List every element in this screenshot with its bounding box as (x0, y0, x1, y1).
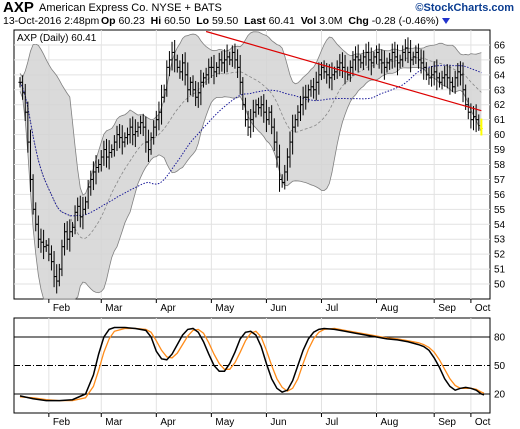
trendline (205, 30, 482, 112)
price-x-tick-label: Jul (325, 303, 338, 314)
trendline-line (205, 30, 482, 112)
indicator-x-tick-label: Feb (53, 417, 71, 428)
price-y-tick-label: 52 (494, 250, 506, 261)
brand-text: ©StockCharts.com (415, 2, 514, 14)
price-y-tick-label: 56 (494, 190, 506, 201)
chg-value: -0.28 (-0.46%) (371, 15, 439, 27)
price-y-tick-label: 65 (494, 55, 506, 66)
low-value: 59.50 (211, 15, 239, 27)
last-value: 60.41 (268, 15, 295, 27)
price-y-tick-label: 63 (494, 85, 506, 96)
price-y-tick-label: 66 (494, 40, 506, 51)
indicator-x-tick-label: Aug (381, 417, 399, 428)
high-label: Hi (150, 15, 162, 27)
price-y-tick-label: 60 (494, 130, 506, 141)
price-x-tick-label: May (215, 303, 234, 314)
legend-text: AXP (Daily) 60.41 (17, 33, 97, 44)
legend-box (15, 31, 101, 44)
indicator-x-tick-label: Jun (270, 417, 286, 428)
indicator-x-tick-label: Jul (325, 417, 338, 428)
indicator-x-axis: Feb Mar Apr May Jun Jul Aug Sep Oct (48, 413, 491, 428)
price-y-tick-label: 64 (494, 70, 506, 81)
sma-dotted-line (19, 64, 482, 217)
vol-label: Vol (300, 15, 317, 27)
last-label: Last (244, 15, 266, 27)
indicator-lines (19, 326, 485, 402)
price-y-tick-label: 57 (494, 175, 506, 186)
sma-dashed-line (19, 57, 482, 239)
indicator-x-tick-label: Oct (475, 417, 491, 428)
price-y-tick-label: 54 (494, 220, 506, 231)
indicator-x-tick-label: Sep (438, 417, 456, 428)
price-y-tick-label: 58 (494, 160, 506, 171)
indicator-y-tick-label: 20 (494, 390, 506, 401)
vol-value: 3.0M (319, 15, 343, 27)
bollinger-fill (20, 31, 482, 300)
price-y-tick-label: 55 (494, 205, 506, 216)
chg-label: Chg (348, 15, 369, 27)
price-x-axis: Feb Mar Apr May Jun Jul Aug Sep Oct (48, 299, 491, 314)
percent-k-line (19, 326, 485, 402)
price-x-tick-label: Jun (270, 303, 286, 314)
price-x-tick-label: Sep (438, 303, 456, 314)
indicator-y-axis: 20 50 80 (494, 333, 506, 401)
timestamp: 13-Oct-2016 2:48pm (3, 15, 100, 27)
open-label: Op (101, 15, 116, 27)
indicator-x-tick-label: Mar (105, 417, 123, 428)
moving-averages (19, 57, 482, 239)
indicator-x-tick-label: Apr (160, 417, 176, 428)
company-name: American Express Co. NYSE + BATS (39, 2, 222, 14)
price-x-tick-label: Feb (53, 303, 71, 314)
indicator-x-tick-label: May (215, 417, 234, 428)
dropdown-triangle-icon[interactable] (441, 18, 450, 25)
quote-line: Op 60.23 Hi 60.50 Lo 59.50 Last 60.41 Vo… (101, 15, 450, 27)
price-x-tick-label: Aug (381, 303, 399, 314)
price-y-tick-label: 50 (494, 280, 506, 291)
price-x-tick-label: Oct (475, 303, 491, 314)
indicator-y-tick-label: 80 (494, 333, 506, 344)
indicator-y-tick-label: 50 (494, 361, 506, 372)
price-y-tick-label: 53 (494, 235, 506, 246)
price-y-tick-label: 51 (494, 265, 506, 276)
price-x-tick-label: Mar (105, 303, 123, 314)
price-y-tick-label: 59 (494, 145, 506, 156)
open-value: 60.23 (118, 15, 145, 27)
high-value: 60.50 (164, 15, 191, 27)
price-y-tick-label: 62 (494, 100, 506, 111)
chart-header: AXP American Express Co. NYSE + BATS ©St… (0, 0, 520, 28)
brand-logo: ©StockCharts.com (415, 2, 514, 14)
price-bars (18, 37, 483, 294)
price-y-axis: 50 51 52 53 54 55 56 57 58 59 60 61 62 63 64 65 66 (494, 40, 506, 290)
price-y-tick-label: 61 (494, 115, 506, 126)
price-x-tick-label: Apr (160, 303, 176, 314)
upper-band-line (19, 31, 482, 196)
indicator-levels (14, 336, 490, 395)
ticker-symbol: AXP (3, 0, 34, 16)
low-label: Lo (196, 15, 210, 27)
